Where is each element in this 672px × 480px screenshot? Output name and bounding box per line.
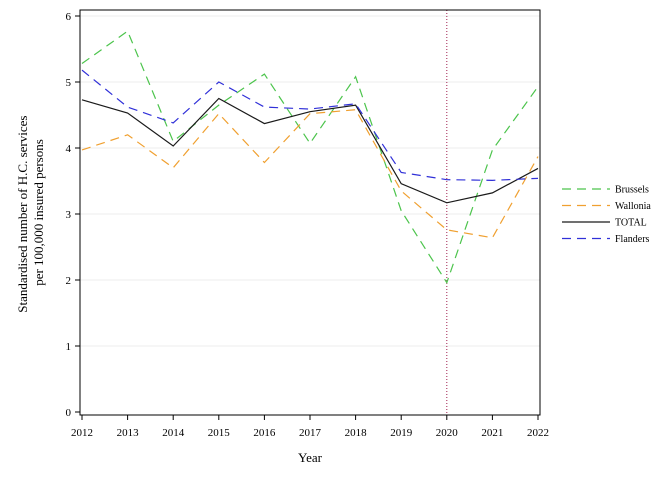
x-tick-label: 2019 bbox=[390, 427, 413, 439]
y-axis-title-line-1: Standardised number of H.C. services bbox=[15, 116, 30, 313]
x-tick-label: 2017 bbox=[299, 427, 322, 439]
series-line-total bbox=[81, 97, 539, 204]
x-tick-label: 2012 bbox=[71, 427, 93, 439]
legend-label-flanders: Flanders bbox=[615, 234, 650, 245]
axes: 0 1 2 3 4 5 6 2012 2013 2014 2015 2016 2017 2018 2019 2… bbox=[66, 11, 550, 439]
legend-label-brussels: Brussels bbox=[615, 185, 649, 196]
series-layer bbox=[81, 30, 539, 285]
y-axis-title: Standardised number of H.C. services per… bbox=[15, 112, 46, 312]
x-tick-label: 2013 bbox=[117, 427, 140, 439]
y-tick-label: 4 bbox=[66, 143, 72, 155]
gridlines bbox=[80, 15, 540, 347]
y-tick-label: 6 bbox=[66, 11, 72, 23]
x-tick-label: 2022 bbox=[527, 427, 549, 439]
series-line-brussels bbox=[81, 30, 539, 285]
y-tick-label: 1 bbox=[66, 341, 72, 353]
y-tick-label: 3 bbox=[66, 209, 72, 221]
x-tick-label: 2015 bbox=[208, 427, 231, 439]
x-tick-label: 2021 bbox=[481, 427, 503, 439]
series-line-wallonia bbox=[81, 109, 539, 239]
y-tick-label: 2 bbox=[66, 275, 72, 287]
x-tick-label: 2018 bbox=[345, 427, 368, 439]
legend: Brussels Wallonia TOTAL Flanders bbox=[562, 185, 651, 245]
y-tick-label: 5 bbox=[66, 77, 72, 89]
legend-label-total: TOTAL bbox=[615, 218, 647, 229]
series-line-flanders bbox=[81, 69, 539, 181]
x-axis-title: Year bbox=[298, 450, 323, 465]
x-tick-label: 2016 bbox=[253, 427, 276, 439]
legend-label-wallonia: Wallonia bbox=[615, 201, 651, 212]
y-tick-label: 0 bbox=[66, 407, 72, 419]
x-tick-label: 2014 bbox=[162, 427, 185, 439]
x-tick-label: 2020 bbox=[436, 427, 459, 439]
y-axis-title-line-2: per 100,000 insured persons bbox=[31, 139, 46, 286]
